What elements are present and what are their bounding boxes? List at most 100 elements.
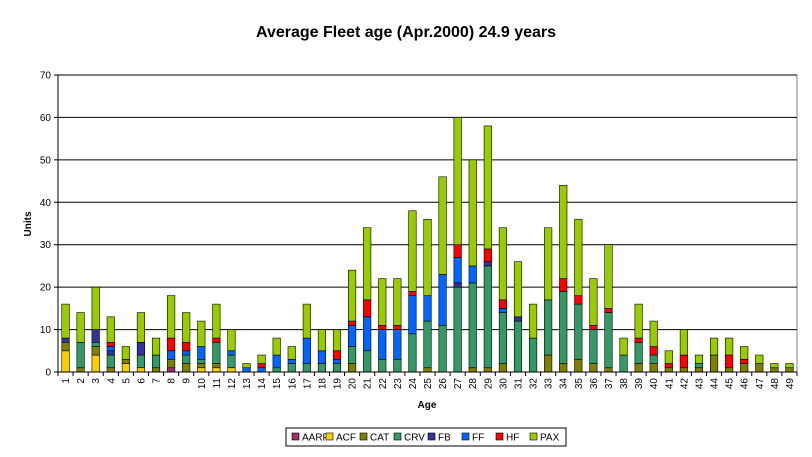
bar-segment (393, 325, 402, 330)
bar-segment (212, 367, 221, 373)
bar-segment (106, 346, 115, 352)
bar-segment (694, 363, 704, 369)
bar-segment (740, 346, 749, 360)
legend-swatch (461, 432, 470, 441)
bar-segment (393, 329, 402, 360)
bar-segment (755, 354, 764, 364)
bar-segment (528, 303, 538, 339)
bar-segment (317, 363, 327, 373)
bar-segment (363, 299, 372, 318)
bar-segment (76, 312, 85, 343)
bar-segment (302, 303, 311, 339)
x-tick-label: 35 (574, 378, 585, 390)
x-tick-label: 45 (725, 378, 736, 390)
y-tick-label: 70 (40, 71, 52, 82)
bar-segment (468, 265, 477, 284)
bar-segment (378, 358, 387, 373)
x-tick-label: 46 (740, 378, 751, 390)
x-tick-label: 47 (755, 378, 766, 390)
legend: AARF ACF CAT CRV FB FF HF PAX (285, 427, 567, 447)
bar-segment (332, 358, 342, 364)
bar-segment (468, 367, 477, 373)
bar-segment (453, 286, 462, 373)
bar-segment (182, 312, 191, 343)
x-tick-label: 15 (272, 378, 283, 390)
x-tick-label: 19 (333, 378, 344, 390)
bar-segment (574, 303, 583, 360)
bar-segment (91, 286, 100, 330)
x-tick-label: 28 (468, 378, 479, 390)
legend-label: CAT (370, 433, 389, 444)
x-tick-label: 43 (694, 378, 705, 390)
bar-segment (755, 363, 764, 373)
bar-segment (182, 341, 191, 352)
legend-box (285, 427, 567, 447)
bar-segment (136, 312, 146, 343)
bar-segment (740, 358, 749, 364)
bar-segment (287, 358, 296, 364)
bar-segment (348, 269, 357, 322)
bar-segment (106, 367, 115, 373)
x-tick-label: 8 (167, 378, 178, 384)
bar-segment (468, 282, 477, 369)
legend-swatch (359, 432, 368, 441)
bar-segment (151, 354, 161, 369)
bar-segment (483, 125, 492, 250)
bar-segment (498, 227, 507, 301)
bar-segment (483, 367, 492, 373)
y-axis-label: Units (23, 211, 34, 236)
bars-group (61, 117, 794, 373)
bar-segment (544, 227, 553, 301)
x-tick-label: 22 (378, 378, 389, 390)
bar-segment (694, 354, 704, 364)
x-tick-label: 18 (317, 378, 328, 390)
bar-segment (604, 367, 613, 373)
bar-segment (136, 341, 146, 356)
bar-segment (423, 295, 432, 322)
bar-segment (785, 367, 794, 373)
bar-segment (438, 325, 447, 373)
bar-segment (468, 159, 477, 267)
bar-segment (483, 261, 492, 267)
bar-segment (544, 299, 553, 356)
x-tick-label: 39 (634, 378, 645, 390)
bar-segment (393, 278, 402, 326)
bar-segment (212, 337, 221, 343)
bar-segment (498, 299, 507, 309)
bar-segment (272, 354, 281, 369)
bar-segment (257, 354, 266, 364)
x-tick-label: 21 (363, 378, 374, 390)
bar-segment (121, 363, 130, 373)
y-tick-label: 20 (40, 283, 52, 294)
bar-segment (408, 210, 417, 292)
bar-segment (664, 350, 673, 364)
bar-segment (227, 329, 236, 352)
bar-segment (332, 350, 342, 360)
bar-segment (182, 350, 191, 356)
legend-label: ACF (336, 433, 356, 444)
bar-segment (453, 244, 462, 258)
bar-segment (438, 176, 447, 275)
legend-label: HF (506, 433, 519, 444)
x-tick-label: 1 (61, 378, 72, 384)
bar-segment (589, 363, 598, 373)
legend-swatch (495, 432, 504, 441)
bar-segment (91, 346, 100, 356)
legend-label: PAX (540, 433, 560, 444)
bar-segment (151, 337, 161, 356)
x-tick-label: 9 (182, 378, 193, 384)
axes-group (54, 74, 798, 376)
bar-segment (770, 363, 779, 369)
bar-segment (106, 316, 115, 343)
bar-segment (498, 312, 507, 364)
legend-swatch (325, 432, 334, 441)
bar-segment (408, 333, 417, 373)
x-tick-label: 20 (348, 378, 359, 390)
bar-segment (483, 248, 492, 262)
bar-segment (227, 367, 236, 373)
bar-segment (121, 346, 130, 360)
bar-segment (649, 354, 658, 364)
y-tick-label: 10 (40, 325, 52, 336)
x-tick-label: 32 (529, 378, 540, 390)
bar-segment (212, 303, 221, 339)
